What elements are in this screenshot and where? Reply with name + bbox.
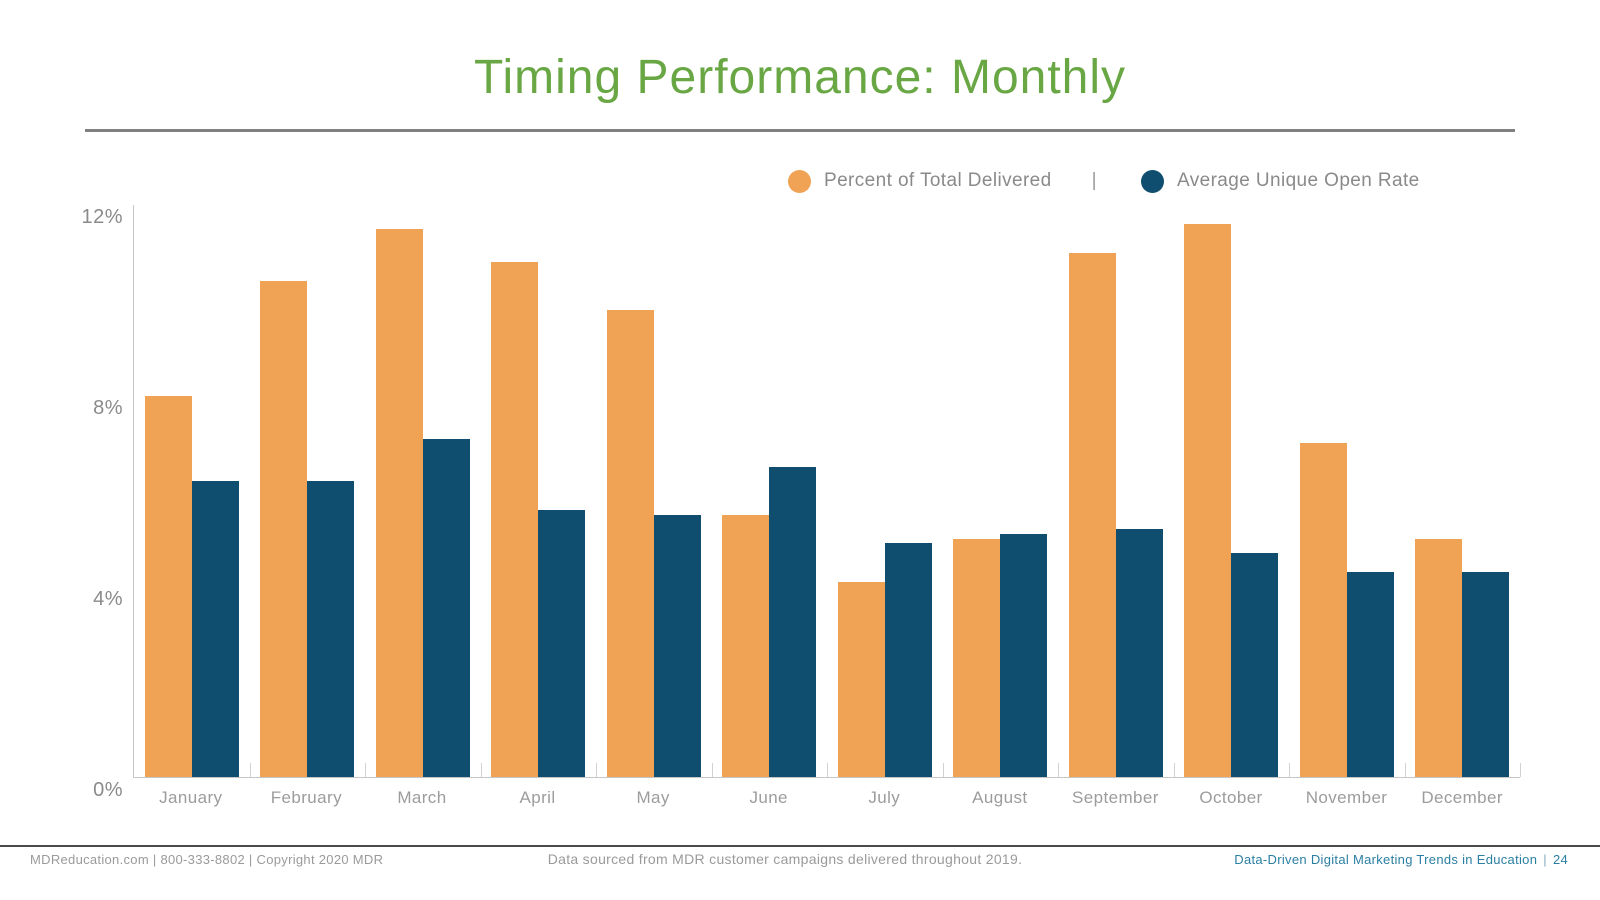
bar-delivered-january [144, 395, 192, 777]
bar-delivered-july [837, 581, 885, 777]
bar-open-rate-january [191, 481, 239, 777]
bar-open-rate-may [653, 514, 701, 777]
month-group-september [1058, 205, 1174, 777]
bar-open-rate-july [884, 543, 932, 777]
x-axis-label-may: May [636, 788, 670, 807]
month-group-february [250, 205, 366, 777]
bar-delivered-june [722, 514, 770, 777]
x-axis-tick [1520, 763, 1521, 777]
page-title: Timing Performance: Monthly [473, 51, 1127, 104]
month-group-july [827, 205, 943, 777]
bar-delivered-april [491, 262, 539, 777]
x-axis-label-april: April [519, 788, 556, 807]
y-axis-label-4: 4% [93, 588, 123, 610]
legend-dot-open-rate-icon [1140, 169, 1164, 193]
page-number: 24 [1552, 852, 1568, 867]
month-group-may [596, 205, 712, 777]
x-axis-tick [1289, 763, 1290, 777]
bar-delivered-october [1184, 224, 1232, 777]
footer-page-separator: | [1543, 852, 1547, 867]
x-axis-label-november: November [1305, 788, 1388, 807]
x-axis-tick [1173, 763, 1175, 777]
month-group-december [1405, 205, 1521, 777]
x-axis-labels: January February March April May June July Augu… [133, 788, 1520, 808]
y-axis-label-12: 12% [81, 206, 123, 228]
x-axis-tick [249, 763, 251, 777]
x-axis-tick [480, 763, 482, 777]
month-group-april [481, 205, 597, 777]
footer-contact-text: MDReducation.com | 800-333-8802 | Copyri… [30, 852, 384, 867]
x-axis-tick [827, 763, 828, 777]
x-axis-label-january: January [159, 788, 223, 807]
title-separator-line [85, 129, 1515, 132]
y-axis-label-8: 8% [93, 397, 123, 419]
y-axis-label-0: 0% [93, 779, 123, 801]
bar-delivered-november [1299, 443, 1347, 777]
footer-report-title: Data-Driven Digital Marketing Trends in … [1234, 852, 1568, 867]
x-axis-label-june: June [749, 788, 788, 807]
bar-delivered-september [1068, 252, 1116, 777]
month-group-november [1289, 205, 1405, 777]
month-group-october [1174, 205, 1290, 777]
x-axis-tick [365, 763, 366, 777]
bar-chart-plot-area [133, 205, 1521, 778]
legend-label-open-rate: Average Unique Open Rate [1176, 170, 1420, 191]
footer-report-name: Data-Driven Digital Marketing Trends in … [1234, 852, 1538, 867]
month-group-january [134, 205, 250, 777]
footer-source-note: Data sourced from MDR customer campaigns… [547, 851, 1023, 867]
bar-open-rate-march [422, 438, 470, 777]
footer-separator-line [0, 845, 1600, 847]
bar-delivered-may [606, 309, 654, 777]
x-axis-tick [942, 763, 944, 777]
bar-open-rate-december [1462, 572, 1510, 777]
bar-open-rate-november [1346, 572, 1394, 777]
chart-legend: Percent of Total Delivered | Average Uni… [788, 166, 1420, 196]
bar-delivered-february [260, 281, 308, 777]
x-axis-label-september: September [1072, 788, 1159, 807]
x-axis-label-july: July [868, 788, 901, 807]
x-axis-label-february: February [270, 788, 342, 807]
x-axis-label-december: December [1421, 788, 1503, 807]
bar-delivered-march [375, 228, 423, 777]
x-axis-tick [596, 763, 597, 777]
month-group-august [943, 205, 1059, 777]
bar-delivered-august [953, 538, 1001, 777]
x-axis-tick [1404, 763, 1406, 777]
legend-dot-delivered-icon [788, 169, 811, 193]
bar-open-rate-june [769, 467, 817, 777]
legend-separator: | [1091, 170, 1097, 191]
bar-open-rate-february [307, 481, 355, 777]
bar-open-rate-september [1115, 529, 1163, 777]
x-axis-tick [1058, 763, 1059, 777]
month-group-june [712, 205, 828, 777]
bar-open-rate-april [538, 510, 586, 777]
x-axis-tick [711, 763, 713, 777]
month-group-march [365, 205, 481, 777]
bar-open-rate-october [1231, 552, 1279, 777]
x-axis-label-october: October [1199, 788, 1263, 807]
bar-open-rate-august [1000, 533, 1048, 777]
bar-delivered-december [1415, 538, 1463, 777]
x-axis-label-august: August [972, 788, 1028, 807]
x-axis-label-march: March [397, 788, 447, 807]
legend-label-delivered: Percent of Total Delivered [824, 170, 1052, 191]
